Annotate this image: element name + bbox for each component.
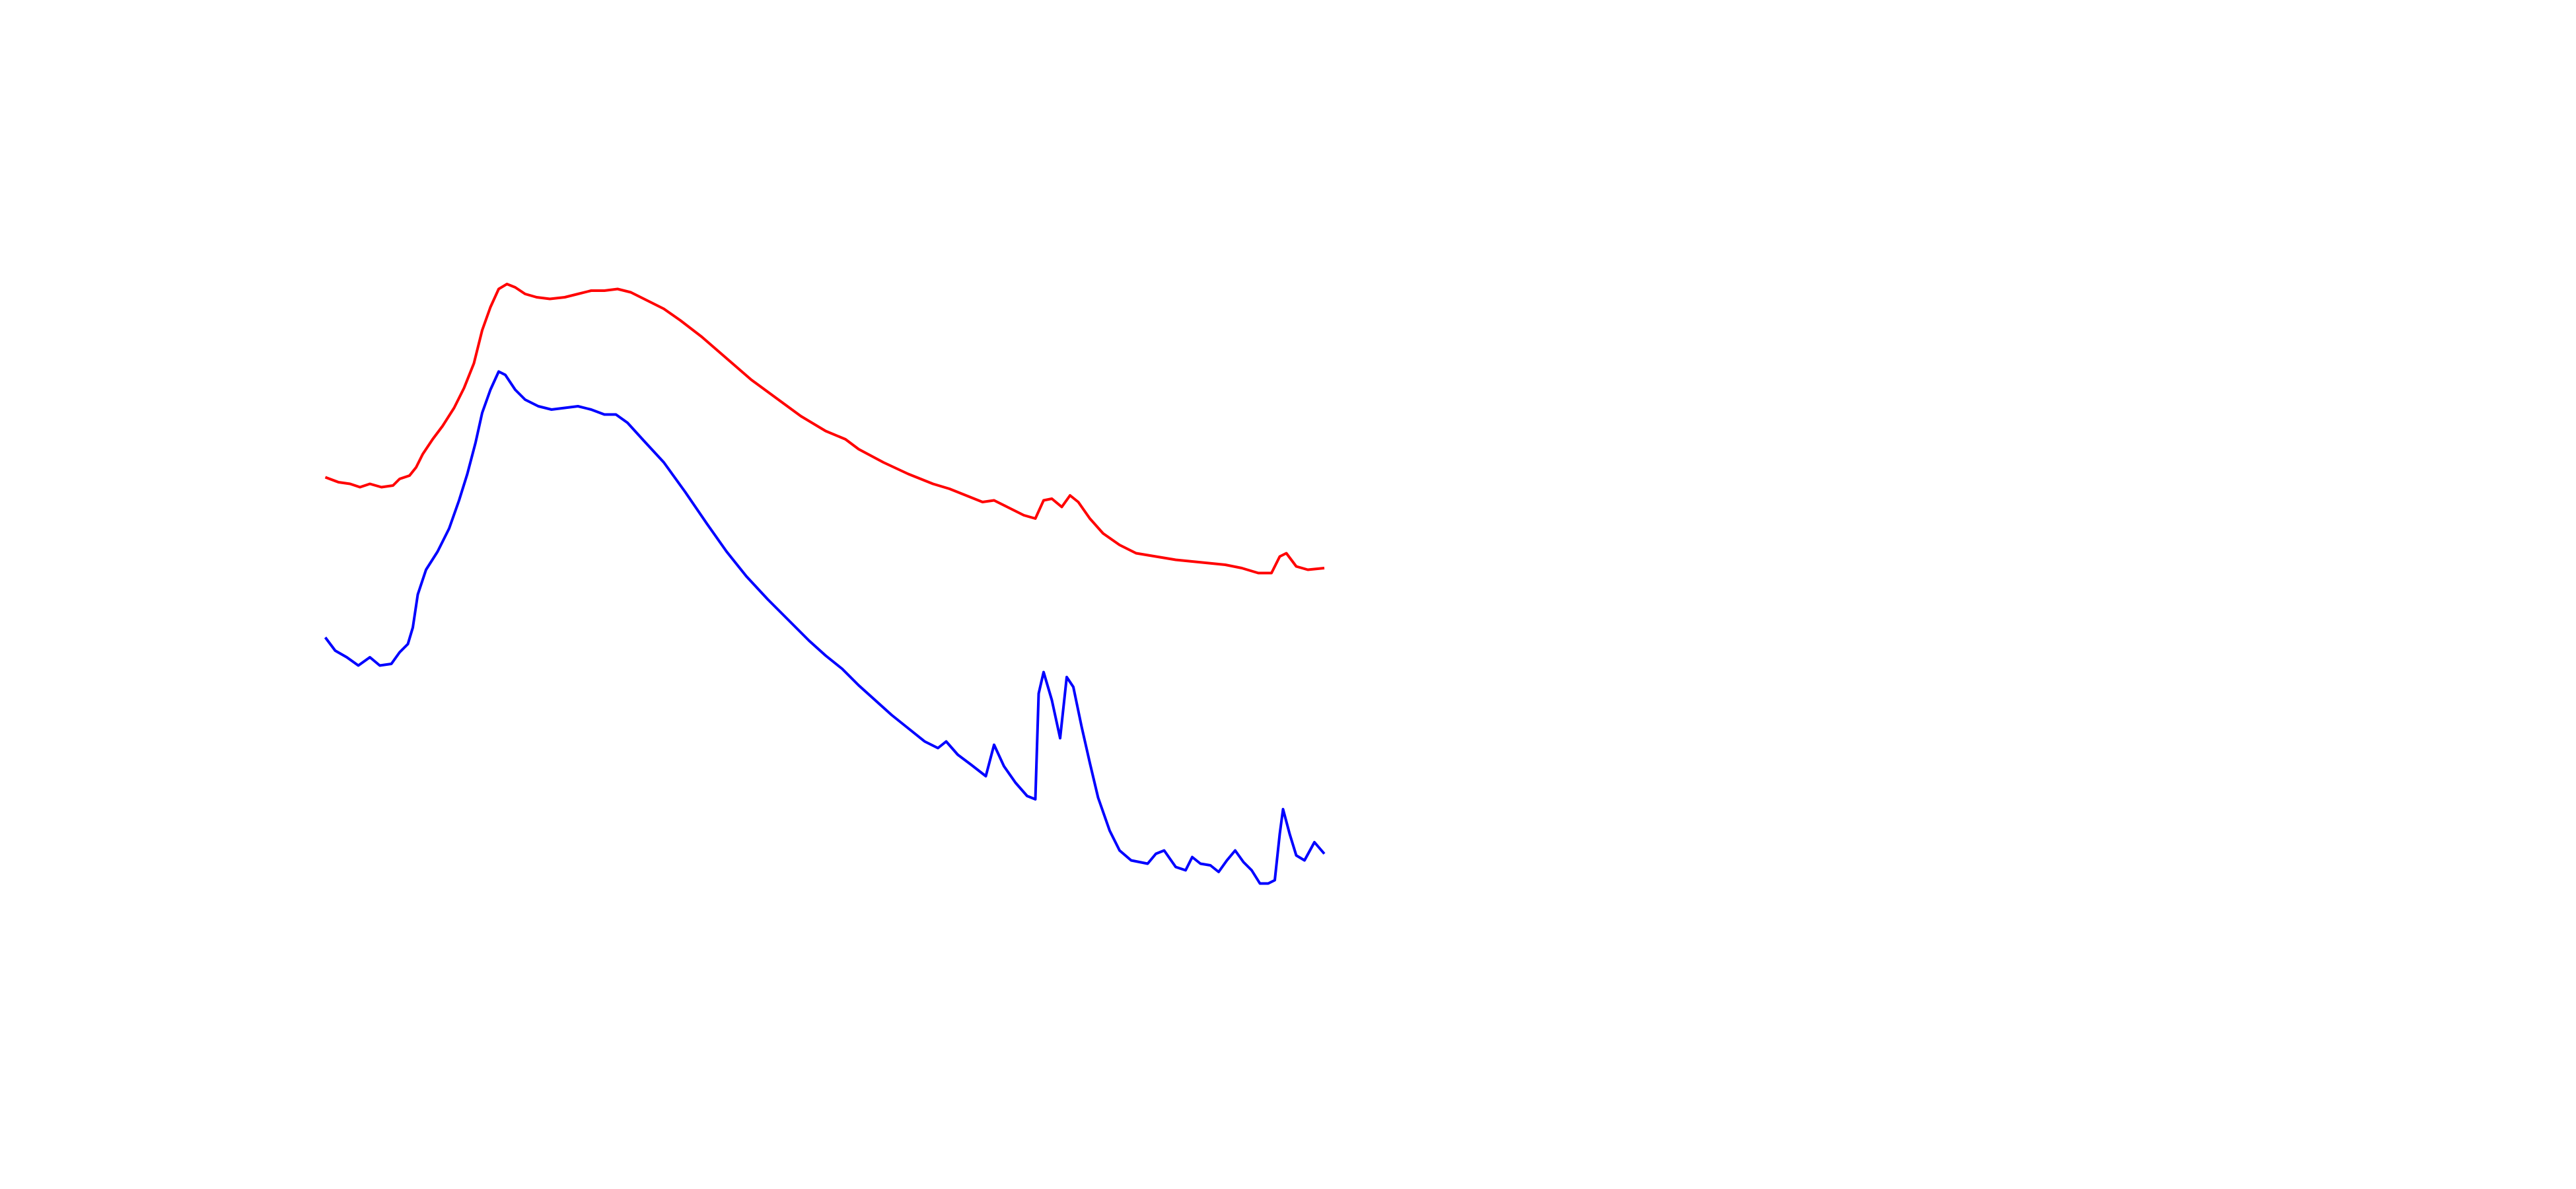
series-line xyxy=(324,370,1326,885)
series-line xyxy=(324,283,1325,575)
